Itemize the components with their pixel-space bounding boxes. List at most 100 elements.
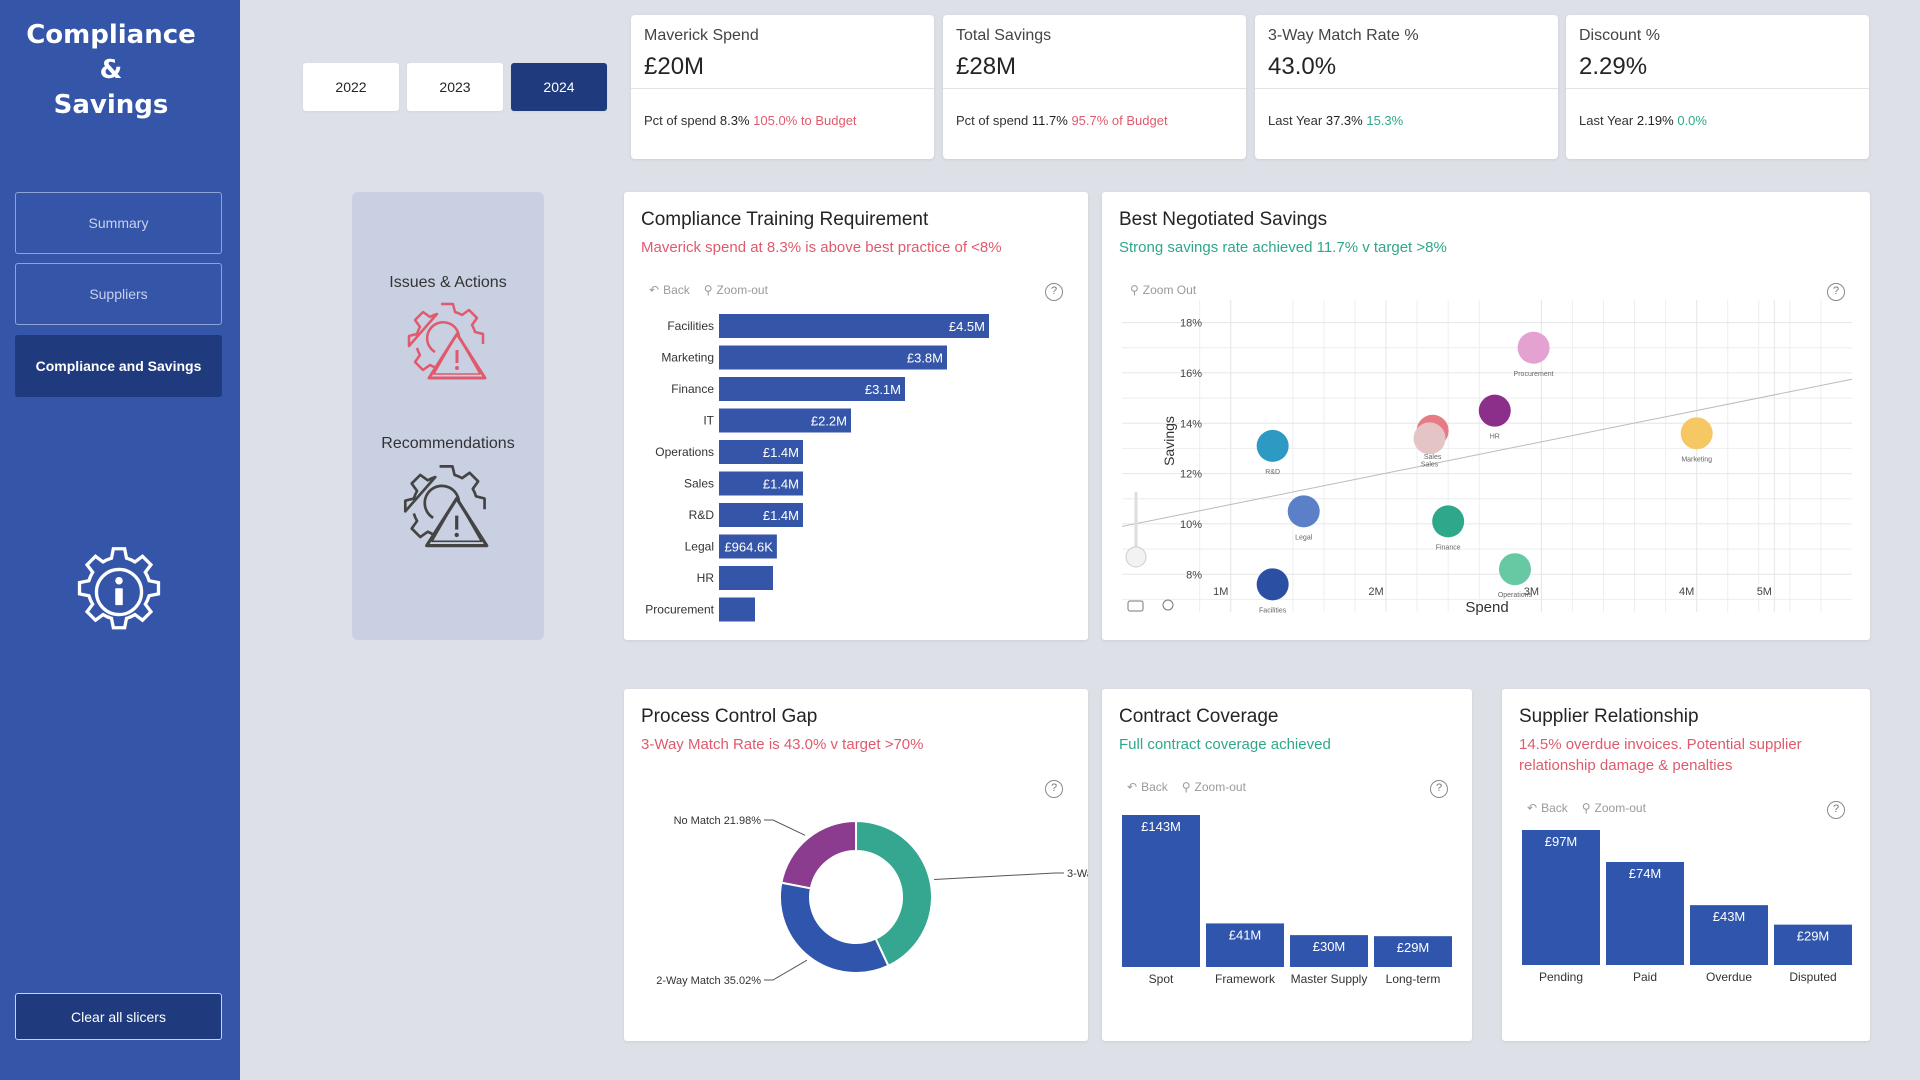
scatter-point	[1680, 417, 1713, 450]
bar	[719, 440, 803, 464]
bar-category-label: Long-term	[1386, 972, 1441, 986]
zoom-out-button[interactable]: ⚲ Zoom-out	[1582, 801, 1646, 815]
point-label: Marketing	[1681, 456, 1712, 463]
bar	[719, 408, 851, 433]
scatter-point	[1287, 495, 1320, 528]
bar-category-label: Spot	[1149, 972, 1174, 986]
bar-value-label: £41M	[1229, 927, 1262, 942]
bar-category-label: Overdue	[1706, 970, 1752, 984]
y-tick-label: 18%	[1180, 318, 1202, 330]
point-label: Operations	[1498, 592, 1533, 599]
recommendation-gear-icon[interactable]	[401, 462, 491, 550]
kpi-metric: 37.3%	[1325, 113, 1363, 128]
y-tick-label: 10%	[1180, 519, 1202, 531]
year-2023-button[interactable]: 2023	[407, 63, 503, 111]
year-2022-button[interactable]: 2022	[303, 63, 399, 111]
back-button[interactable]: ↶ Back	[1127, 780, 1168, 794]
contract-coverage-card: Contract Coverage Full contract coverage…	[1102, 689, 1472, 1041]
bar	[1774, 924, 1852, 965]
nav-compliance-savings-button[interactable]: Compliance and Savings	[15, 335, 222, 397]
visual-toolbar: ⚲ Zoom Out	[1130, 283, 1196, 297]
scatter-point	[1256, 568, 1289, 601]
back-button[interactable]: ↶ Back	[649, 283, 690, 297]
bar-category-label: Procurement	[645, 603, 714, 617]
bar-category-label: Legal	[685, 540, 714, 554]
kpi-subtext: Pct of spend 11.7% 95.7% of Budget	[956, 113, 1168, 128]
kpi-metric: 8.3%	[719, 113, 750, 128]
zoom-out-button[interactable]: ⚲ Zoom-out	[1182, 780, 1246, 794]
trend-line	[1121, 378, 1853, 527]
supplier-relationship-card: Supplier Relationship 14.5% overdue invo…	[1502, 689, 1870, 1041]
compliance-training-card: Compliance Training Requirement Maverick…	[624, 192, 1088, 640]
card-subtitle: Maverick spend at 8.3% is above best pra…	[641, 239, 1002, 256]
kpi-subtext: Last Year 2.19% 0.0%	[1579, 113, 1707, 128]
x-axis-title: Spend	[1465, 599, 1508, 616]
back-arrow-icon: ↶	[649, 283, 660, 297]
savings-scatter-chart: 8% 10% 12% 14% 16% 18% 1M 2M 3M 4M 5M Spend Savings P…	[1121, 300, 1853, 616]
leader-line	[764, 819, 806, 836]
bar-category-label: R&D	[689, 508, 715, 522]
help-icon[interactable]: ?	[1827, 283, 1845, 301]
info-gear-icon[interactable]	[72, 545, 166, 639]
kpi-subtext: Last Year 37.3% 15.3%	[1268, 113, 1403, 128]
kpi-note: 15.3%	[1366, 113, 1404, 128]
divider	[943, 88, 1246, 89]
bar	[1374, 936, 1452, 967]
leader-line	[934, 872, 1064, 881]
nav-summary-button[interactable]: Summary	[15, 192, 222, 254]
scatter-point	[1517, 331, 1550, 364]
warning-gear-icon[interactable]	[405, 300, 489, 382]
donut-slice	[855, 819, 933, 968]
scatter-point	[1413, 422, 1446, 455]
bar-value-label: £143M	[1141, 819, 1181, 834]
zoom-out-icon: ⚲	[1581, 801, 1591, 815]
help-icon[interactable]: ?	[1827, 801, 1845, 819]
visual-toolbar: ↶ Back ⚲ Zoom-out	[649, 283, 768, 297]
issues-actions-label[interactable]: Issues & Actions	[389, 274, 507, 291]
zoom-out-button[interactable]: ⚲ Zoom Out	[1130, 283, 1196, 297]
point-label: Sales	[1424, 454, 1442, 461]
clear-all-slicers-button[interactable]: Clear all slicers	[15, 993, 222, 1040]
bar-value-label: £964.6K	[724, 540, 773, 555]
process-control-gap-card: Process Control Gap 3-Way Match Rate is …	[624, 689, 1088, 1041]
zoom-out-label: Zoom Out	[1142, 283, 1197, 297]
point-label: HR	[1490, 434, 1500, 441]
recommendations-label[interactable]: Recommendations	[381, 435, 515, 452]
card-subtitle: Full contract coverage achieved	[1119, 736, 1331, 753]
kpi-label: Maverick Spend	[644, 27, 759, 44]
card-title: Process Control Gap	[641, 706, 818, 727]
divider	[631, 88, 934, 89]
scatter-point	[1498, 553, 1531, 586]
help-icon[interactable]: ?	[1045, 283, 1063, 301]
kpi-prefix: Pct of spend	[956, 113, 1029, 128]
kpi-total-savings: Total Savings £28M Pct of spend 11.7% 95…	[943, 15, 1246, 159]
training-bar-chart: Facilities £4.5M Marketing £3.8M Finance £3.1…	[645, 314, 989, 622]
bar-category-label: Framework	[1215, 972, 1276, 986]
sidebar: Compliance & Savings Summary Suppliers C…	[0, 0, 240, 1080]
help-icon[interactable]: ?	[1045, 780, 1063, 798]
bar-category-label: Pending	[1539, 970, 1583, 984]
nav-suppliers-button[interactable]: Suppliers	[15, 263, 222, 325]
bar	[719, 534, 777, 559]
image-icon	[1127, 600, 1144, 612]
bar	[719, 345, 947, 370]
bar	[1690, 905, 1768, 965]
kpi-maverick-spend: Maverick Spend £20M Pct of spend 8.3% 10…	[631, 15, 934, 159]
year-2024-button[interactable]: 2024	[511, 63, 607, 111]
bar-category-label: Master Supply	[1291, 972, 1368, 986]
zoom-out-button[interactable]: ⚲ Zoom-out	[704, 283, 768, 297]
kpi-label: Total Savings	[956, 27, 1052, 44]
bar	[719, 597, 755, 622]
zoom-slider-handle	[1125, 546, 1147, 568]
help-icon[interactable]: ?	[1430, 780, 1448, 798]
back-button[interactable]: ↶ Back	[1527, 801, 1568, 815]
x-tick-label: 5M	[1757, 586, 1772, 598]
bar-value-label: £3.8M	[907, 351, 943, 366]
back-label: Back	[1541, 801, 1568, 815]
kpi-prefix: Last Year	[1268, 113, 1323, 128]
card-title: Contract Coverage	[1119, 706, 1279, 727]
bar	[1206, 923, 1284, 967]
back-arrow-icon: ↶	[1127, 780, 1138, 794]
bar-category-label: Disputed	[1789, 970, 1836, 984]
bar-value-label: £29M	[1797, 929, 1830, 944]
